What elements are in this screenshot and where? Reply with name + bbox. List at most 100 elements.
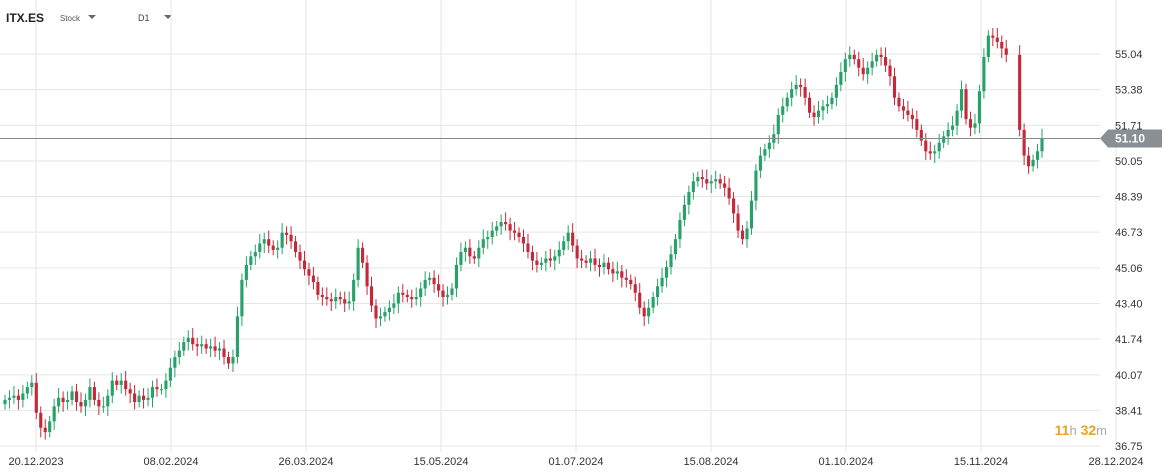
- candle-body: [209, 346, 213, 349]
- candle-body: [182, 342, 186, 351]
- candle-body: [61, 397, 65, 403]
- y-tick-label: 51.71: [1115, 120, 1143, 132]
- candle-body: [973, 123, 977, 128]
- candle-body: [302, 260, 307, 270]
- candle-body: [88, 387, 92, 400]
- timeframe-selector[interactable]: D1: [138, 13, 150, 23]
- candle-body: [669, 254, 673, 268]
- candle-body: [790, 89, 794, 98]
- candle-body: [995, 37, 999, 42]
- instrument-type-label: Stock: [60, 14, 81, 23]
- candle-body: [526, 243, 530, 253]
- y-tick-label: 43.40: [1115, 298, 1143, 310]
- x-tick-label: 15.11.2024: [954, 456, 1008, 468]
- candle-body: [280, 232, 284, 248]
- candle-body: [217, 348, 222, 351]
- candle-body: [262, 239, 266, 244]
- x-tick-label: 01.10.2024: [818, 456, 873, 468]
- candle-body: [758, 155, 762, 171]
- candle-body: [347, 301, 351, 304]
- candle-body: [374, 305, 378, 319]
- candle-body: [539, 262, 543, 265]
- candle-body: [495, 226, 499, 231]
- candle-body: [316, 282, 320, 295]
- candle-body: [638, 292, 642, 308]
- candle-body: [289, 234, 293, 242]
- candle-body: [463, 247, 467, 253]
- candle-body: [30, 382, 34, 388]
- candle-body: [906, 110, 910, 115]
- candle-body: [924, 140, 928, 152]
- candle-body: [106, 395, 110, 407]
- candle-body: [12, 395, 16, 398]
- candle-body: [119, 380, 123, 385]
- candle-body: [1018, 54, 1022, 130]
- candle-body: [584, 260, 588, 263]
- candle-body: [142, 395, 146, 400]
- candle-body: [499, 222, 503, 227]
- candle-body: [21, 393, 25, 400]
- candle-body: [97, 399, 101, 407]
- candle-countdown: 11h 32m: [1055, 422, 1107, 438]
- candle-body: [647, 307, 651, 317]
- timeframe-dropdown-icon[interactable]: [164, 15, 172, 19]
- candle-body: [870, 61, 874, 68]
- candle-body: [866, 67, 870, 75]
- candle-body: [633, 284, 637, 293]
- candle-body: [624, 277, 628, 280]
- candle-body: [177, 350, 181, 358]
- candle-body: [883, 57, 888, 66]
- countdown-hours-unit: h: [1069, 423, 1077, 438]
- candle-body: [732, 198, 736, 214]
- candle-body: [606, 262, 610, 270]
- candle-body: [450, 288, 454, 295]
- candle-body: [52, 406, 56, 422]
- candle-body: [1000, 41, 1004, 49]
- candle-body: [387, 307, 391, 313]
- candle-body: [888, 65, 892, 77]
- candle-body: [115, 380, 119, 385]
- candle-body: [325, 297, 329, 300]
- candle-body: [410, 297, 414, 300]
- candle-body: [682, 204, 686, 220]
- candle-body: [437, 284, 441, 291]
- candle-body: [383, 312, 387, 317]
- candle-body: [553, 256, 557, 261]
- candle-body: [168, 367, 172, 381]
- candle-body: [441, 290, 445, 298]
- x-tick-label: 28.12.2024: [1088, 456, 1143, 468]
- candle-body: [334, 297, 338, 302]
- candle-body: [320, 294, 324, 298]
- candle-body: [977, 91, 981, 124]
- countdown-hours: 11: [1054, 422, 1070, 438]
- candle-body: [562, 241, 566, 250]
- candle-body: [43, 427, 47, 433]
- candle-body: [700, 177, 704, 180]
- candle-body: [942, 136, 946, 143]
- x-tick-label: 26.03.2024: [278, 456, 333, 468]
- candle-body: [285, 232, 289, 235]
- candle-body: [490, 230, 494, 238]
- candle-body: [361, 247, 365, 263]
- candle-body: [378, 316, 383, 319]
- candle-body: [575, 245, 579, 259]
- candle-body: [392, 303, 396, 308]
- candle-body: [226, 357, 231, 364]
- candle-body: [951, 125, 955, 130]
- candle-body: [66, 399, 70, 403]
- candle-body: [271, 245, 275, 250]
- candle-body: [794, 84, 798, 90]
- x-tick-label: 08.02.2024: [143, 456, 198, 468]
- y-tick-label: 46.73: [1115, 227, 1143, 239]
- candle-body: [369, 286, 374, 306]
- candle-body: [83, 399, 88, 407]
- candle-body: [48, 421, 52, 433]
- candle-body: [821, 106, 825, 111]
- candle-body: [745, 228, 749, 240]
- candle-body: [311, 275, 315, 283]
- symbol-dropdown-icon[interactable]: [88, 15, 96, 19]
- candle-body: [897, 97, 901, 107]
- candle-body: [740, 230, 745, 240]
- candle-body: [673, 239, 678, 255]
